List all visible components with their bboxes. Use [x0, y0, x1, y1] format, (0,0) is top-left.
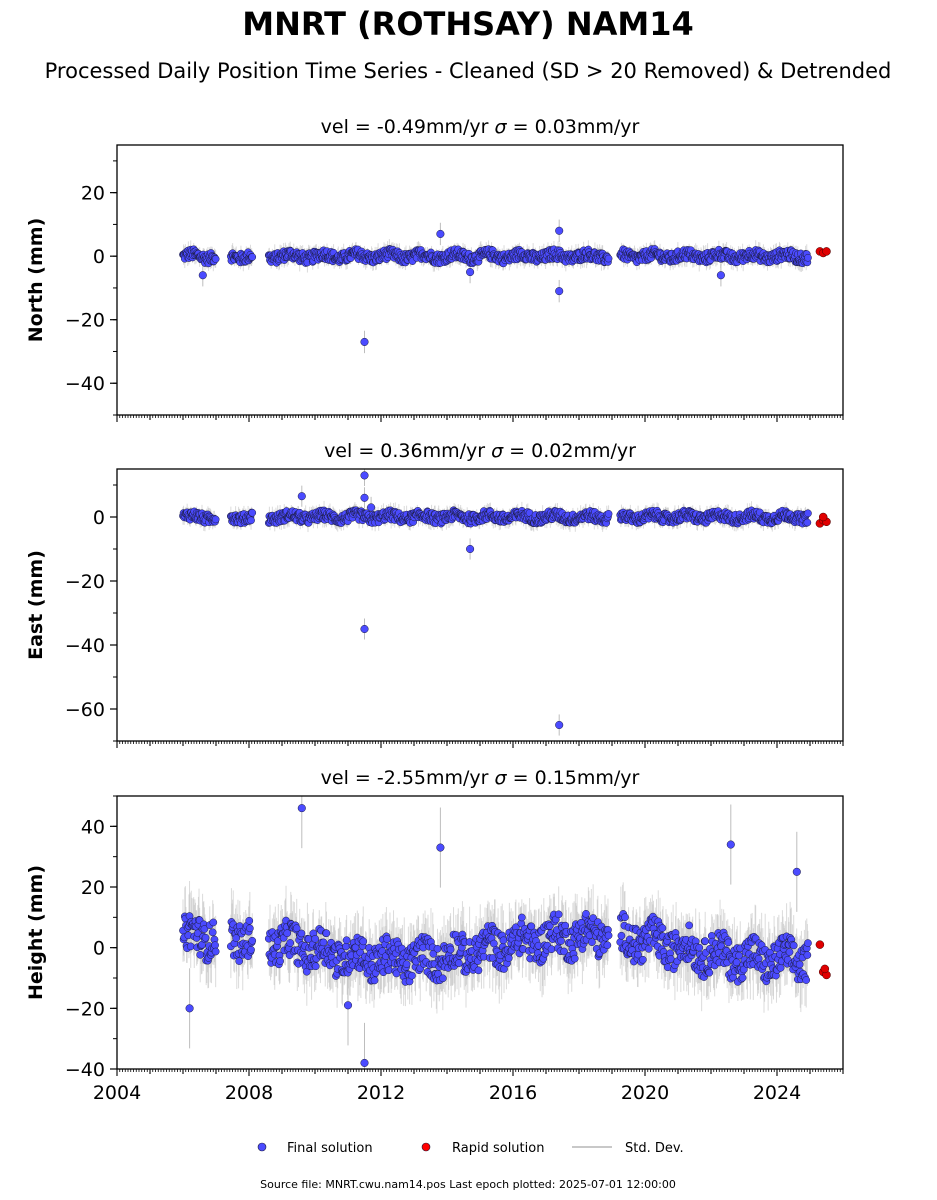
final-point: [198, 271, 207, 280]
y-axis-label: East (mm): [25, 550, 47, 660]
y-tick-label: −20: [65, 571, 105, 593]
final-solution-points: [179, 226, 812, 346]
final-point: [360, 471, 369, 480]
sigma-symbol: σ: [495, 116, 508, 138]
y-tick-label: 20: [81, 183, 105, 205]
final-point: [248, 253, 257, 261]
final-solution-points: [179, 471, 812, 730]
rapid-point: [818, 512, 828, 522]
rapid-solution-points: [815, 512, 831, 528]
sigma-text: = 0.02mm/yr: [503, 440, 636, 462]
final-point: [247, 516, 255, 525]
stddev-lines: [182, 219, 809, 354]
height-panel: vel = -2.55mm/yr σ = 0.15mm/yr40200−20−4…: [25, 767, 844, 1104]
final-point: [466, 268, 475, 277]
final-point: [360, 493, 369, 502]
final-point: [555, 720, 564, 730]
y-tick-label: 0: [93, 507, 105, 529]
panel-title: vel = 0.36mm/yr σ = 0.02mm/yr: [324, 440, 636, 462]
final-point: [803, 518, 812, 527]
final-point: [297, 492, 306, 501]
sigma-symbol: σ: [491, 440, 504, 462]
final-point: [804, 509, 812, 518]
velocity-text: vel = -0.49mm/yr: [321, 116, 495, 138]
panel-title: vel = -2.55mm/yr σ = 0.15mm/yr: [321, 767, 640, 789]
final-point: [716, 271, 725, 280]
sigma-text: = 0.15mm/yr: [507, 767, 640, 789]
panel-title: vel = -0.49mm/yr σ = 0.03mm/yr: [321, 116, 640, 138]
final-point: [360, 624, 369, 634]
final-point: [211, 255, 220, 263]
y-tick-label: −40: [65, 635, 105, 657]
y-tick-label: −60: [65, 699, 105, 721]
final-point: [248, 508, 257, 517]
y-tick-label: −20: [65, 310, 105, 332]
plot-area: [179, 219, 831, 354]
velocity-text: vel = 0.36mm/yr: [324, 440, 491, 462]
final-point: [555, 287, 564, 296]
final-point: [555, 226, 564, 235]
velocity-text: vel = -2.55mm/yr: [321, 767, 495, 789]
figure-title: MNRT (ROTHSAY) NAM14: [242, 5, 693, 43]
final-point: [360, 337, 369, 346]
final-point: [804, 253, 812, 262]
rapid-solution-points: [815, 247, 831, 258]
final-point: [466, 544, 475, 554]
y-tick-label: −40: [65, 373, 105, 395]
y-tick-label: 0: [93, 246, 105, 268]
axes-frame: [116, 468, 844, 742]
stddev-lines: [182, 469, 809, 736]
final-point: [604, 509, 613, 518]
final-point: [604, 254, 613, 263]
figure-subtitle: Processed Daily Position Time Series - C…: [45, 59, 892, 83]
sigma-text: = 0.03mm/yr: [507, 116, 640, 138]
rapid-point: [822, 247, 831, 256]
east-panel: vel = 0.36mm/yr σ = 0.02mm/yr 0 −20 −40 −60 E…: [25, 440, 844, 748]
final-point: [436, 229, 445, 238]
north-panel: vel = -0.49mm/yr σ = 0.03mm/yr 20 0 −20 −40 N…: [25, 116, 844, 422]
final-point: [367, 503, 376, 512]
axes-frame: [116, 144, 844, 416]
plot-area: [179, 469, 831, 736]
plot-area: [179, 796, 831, 1069]
final-point: [211, 515, 220, 524]
y-axis-label: North (mm): [25, 218, 47, 343]
sigma-symbol: σ: [495, 767, 508, 789]
